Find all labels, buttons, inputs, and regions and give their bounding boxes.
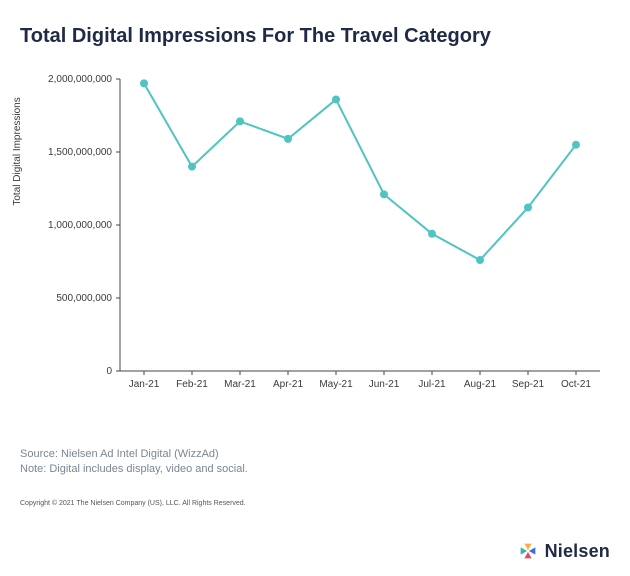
source-note: Source: Nielsen Ad Intel Digital (WizzAd…	[20, 447, 610, 462]
copyright-text: Copyright © 2021 The Nielsen Company (US…	[20, 500, 610, 507]
svg-text:Jan-21: Jan-21	[129, 379, 160, 390]
brand-footer: Nielsen	[517, 540, 610, 562]
svg-text:2,000,000,000: 2,000,000,000	[48, 74, 112, 85]
svg-text:Apr-21: Apr-21	[273, 379, 303, 390]
nielsen-logo-icon	[517, 540, 539, 562]
svg-text:Jul-21: Jul-21	[418, 379, 446, 390]
svg-text:0: 0	[106, 366, 112, 377]
svg-text:May-21: May-21	[319, 379, 353, 390]
y-axis-title: Total Digital Impressions	[12, 97, 23, 205]
svg-text:Aug-21: Aug-21	[464, 379, 497, 390]
definition-note: Note: Digital includes display, video an…	[20, 462, 610, 477]
svg-text:Oct-21: Oct-21	[561, 379, 591, 390]
chart-container: Total Digital Impressions 0500,000,0001,…	[20, 69, 610, 429]
svg-text:Sep-21: Sep-21	[512, 379, 545, 390]
chart-title: Total Digital Impressions For The Travel…	[20, 24, 610, 49]
svg-text:500,000,000: 500,000,000	[56, 293, 112, 304]
line-chart: 0 500,000,000 1,000,000,000 1,500,000,000 2,…	[20, 69, 610, 399]
svg-text:Jun-21: Jun-21	[369, 379, 400, 390]
svg-text:Mar-21: Mar-21	[224, 379, 256, 390]
brand-name: Nielsen	[545, 541, 610, 562]
chart-notes: Source: Nielsen Ad Intel Digital (WizzAd…	[20, 447, 610, 478]
svg-text:1,000,000,000: 1,000,000,000	[48, 220, 112, 231]
svg-text:Feb-21: Feb-21	[176, 379, 208, 390]
svg-text:1,500,000,000: 1,500,000,000	[48, 147, 112, 158]
